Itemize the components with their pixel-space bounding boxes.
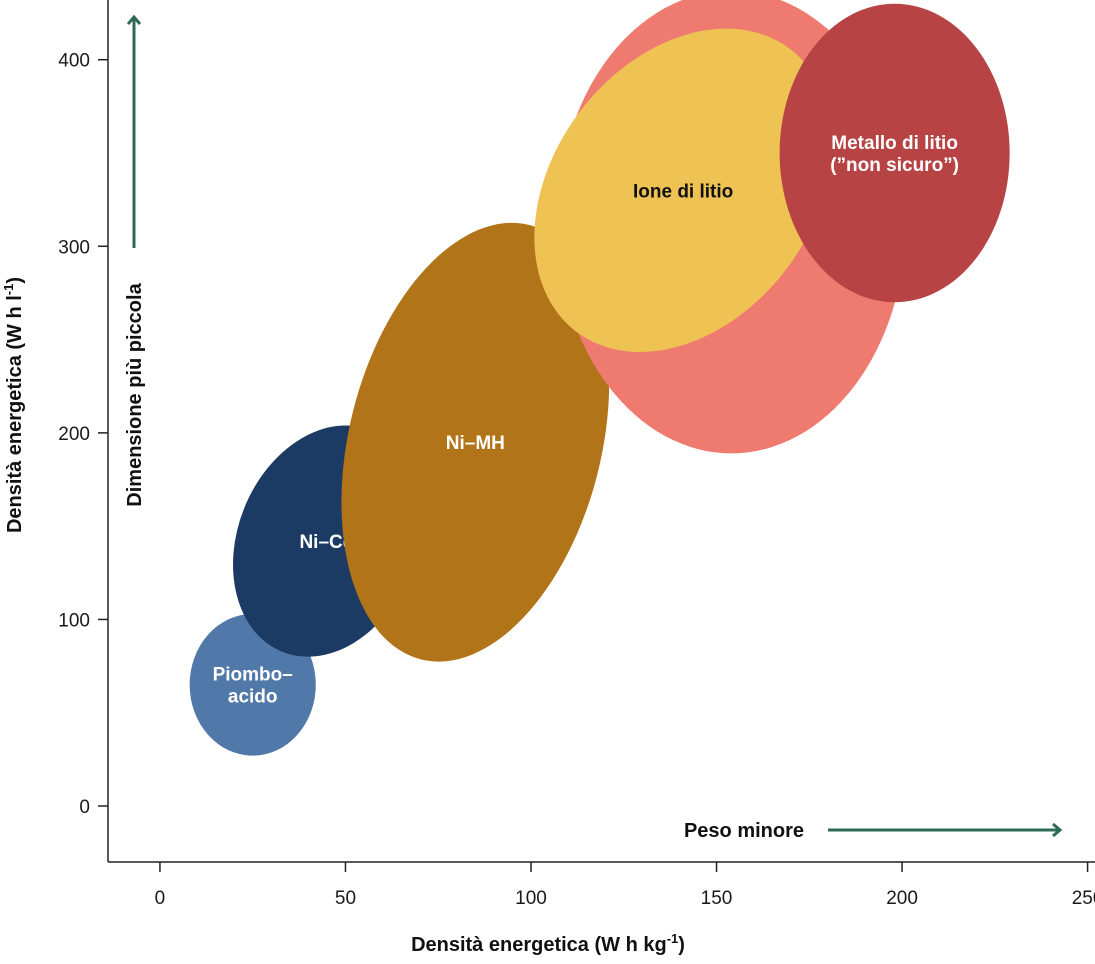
- y-tick-label: 400: [58, 51, 90, 72]
- region-label: Metallo di litio: [831, 133, 958, 154]
- y-tick-label: 0: [79, 797, 90, 818]
- x-tick-label: 200: [886, 888, 918, 909]
- region-ellipse: [534, 28, 832, 353]
- region-ellipse: [341, 222, 610, 662]
- y-direction-label: Dimensione più piccola: [124, 282, 146, 506]
- y-tick-label: 200: [58, 424, 90, 445]
- region-group: Metallo di litio(”non sicuro”): [779, 3, 1010, 303]
- region-ellipse: [779, 3, 1010, 303]
- x-tick-label: 100: [515, 888, 547, 909]
- region-label: acido: [228, 687, 278, 708]
- region-group: Ni–MH: [341, 222, 610, 662]
- x-tick-label: 50: [335, 888, 356, 909]
- x-tick-label: 0: [155, 888, 166, 909]
- y-axis-title: Densità energetica (W h l-1): [1, 277, 26, 533]
- region-label: Ione di litio: [633, 181, 733, 202]
- x-tick-label: 250: [1072, 888, 1095, 909]
- y-tick-label: 300: [58, 237, 90, 258]
- region-group: Ione di litio: [534, 28, 832, 353]
- x-axis-title: Densità energetica (W h kg-1): [411, 931, 685, 956]
- region-label: Piombo–: [213, 665, 293, 686]
- region-label: (”non sicuro”): [830, 155, 959, 176]
- x-tick-label: 150: [701, 888, 733, 909]
- y-tick-label: 100: [58, 610, 90, 631]
- region-label: Ni–MH: [446, 433, 505, 454]
- axis-ticks: 0 50 100 150 200 250 0 100 200 300 400: [58, 51, 1095, 909]
- region-label: Ni–Cd: [299, 532, 354, 553]
- x-direction-label: Peso minore: [684, 820, 804, 842]
